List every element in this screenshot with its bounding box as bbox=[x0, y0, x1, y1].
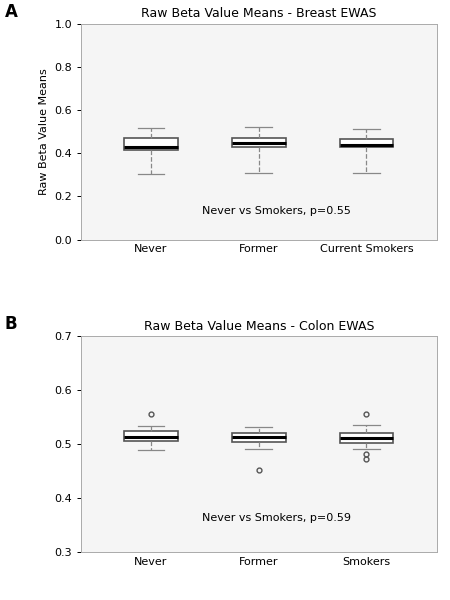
Y-axis label: Raw Beta Value Means: Raw Beta Value Means bbox=[39, 68, 49, 195]
PathPatch shape bbox=[232, 433, 286, 442]
Text: A: A bbox=[4, 3, 18, 21]
Text: B: B bbox=[4, 316, 17, 334]
Text: Never vs Smokers, p=0.55: Never vs Smokers, p=0.55 bbox=[202, 206, 351, 217]
Title: Raw Beta Value Means - Colon EWAS: Raw Beta Value Means - Colon EWAS bbox=[144, 320, 374, 332]
PathPatch shape bbox=[124, 431, 178, 441]
PathPatch shape bbox=[232, 138, 286, 148]
PathPatch shape bbox=[340, 139, 393, 148]
Title: Raw Beta Value Means - Breast EWAS: Raw Beta Value Means - Breast EWAS bbox=[141, 7, 377, 20]
PathPatch shape bbox=[340, 433, 393, 443]
Text: Never vs Smokers, p=0.59: Never vs Smokers, p=0.59 bbox=[202, 512, 351, 523]
PathPatch shape bbox=[124, 138, 178, 150]
